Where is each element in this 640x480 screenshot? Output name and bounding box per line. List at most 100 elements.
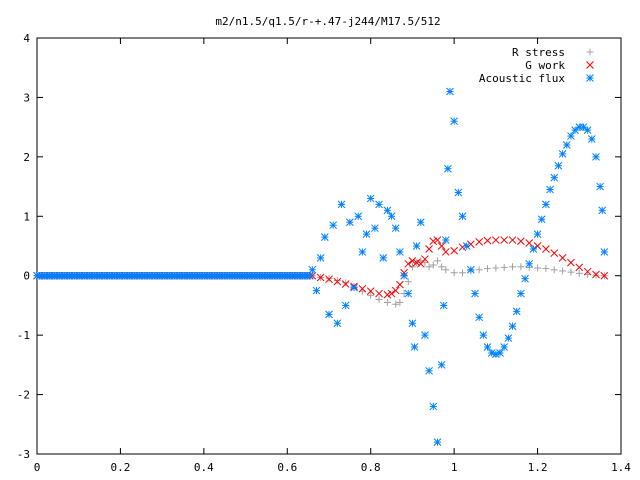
y-tick-label: 3	[23, 91, 30, 104]
x-tick-label: 1.4	[611, 461, 631, 474]
series-g-work	[33, 236, 609, 299]
data-point	[466, 265, 475, 274]
data-point	[400, 271, 408, 280]
data-point	[392, 300, 400, 308]
data-point	[408, 263, 416, 271]
data-point	[517, 237, 525, 246]
data-point	[550, 173, 559, 182]
data-point	[416, 218, 425, 227]
data-point	[421, 331, 429, 339]
axes: 0 0.2 0.4 0.6 0.8 1 1.2 1.4 -3 -2 -1 0 1 2 3 4	[17, 32, 632, 474]
data-point	[508, 236, 517, 244]
data-point	[575, 269, 583, 277]
y-tick-label: -2	[17, 389, 30, 402]
data-point	[333, 277, 342, 286]
data-point	[441, 236, 450, 244]
data-point	[567, 258, 575, 267]
data-point	[379, 254, 388, 262]
data-point	[550, 249, 559, 257]
data-point	[342, 279, 350, 287]
data-point	[558, 254, 567, 262]
data-point	[375, 289, 383, 298]
data-point	[396, 248, 404, 256]
data-point	[316, 273, 325, 282]
x-tick-label: 0.6	[277, 461, 297, 474]
data-point	[387, 212, 396, 221]
data-point	[337, 200, 346, 209]
data-point	[437, 242, 446, 250]
data-point	[366, 287, 375, 296]
data-point	[600, 271, 609, 280]
data-point	[509, 263, 517, 271]
data-point	[567, 132, 575, 140]
plot-frame	[36, 37, 622, 455]
data-point	[320, 233, 329, 241]
data-point	[383, 298, 391, 306]
data-point	[592, 270, 600, 279]
data-point	[433, 257, 441, 265]
data-point	[312, 286, 321, 295]
data-point	[412, 242, 421, 250]
data-point	[396, 280, 404, 289]
data-point	[362, 230, 371, 238]
data-point	[375, 200, 383, 209]
data-point	[425, 245, 433, 253]
data-point	[433, 438, 442, 446]
data-point	[308, 265, 317, 274]
data-point	[492, 264, 500, 272]
data-point	[542, 245, 550, 253]
y-tick-label: 4	[23, 32, 30, 45]
data-point	[333, 276, 341, 284]
data-point	[583, 126, 592, 134]
data-point	[600, 248, 609, 256]
data-point	[479, 331, 488, 339]
data-point	[592, 153, 600, 161]
data-point	[354, 212, 363, 221]
data-point	[521, 274, 529, 283]
data-point	[466, 240, 475, 249]
data-point	[425, 263, 433, 271]
data-point	[512, 307, 521, 316]
data-point	[567, 268, 575, 276]
data-point	[484, 265, 492, 273]
data-point	[517, 263, 525, 271]
x-tick-label: 1.2	[528, 461, 548, 474]
data-point	[558, 150, 567, 158]
data-point	[439, 301, 448, 310]
data-point	[475, 313, 484, 322]
x-tick-label: 0	[34, 461, 41, 474]
data-point	[367, 291, 375, 299]
data-point	[546, 185, 554, 194]
data-point	[475, 237, 484, 246]
data-point	[329, 221, 338, 230]
data-point	[500, 263, 508, 271]
series-acoustic-flux	[33, 87, 609, 446]
data-point	[429, 261, 437, 269]
data-point	[483, 343, 492, 351]
legend-marker	[586, 48, 594, 56]
data-point	[537, 215, 546, 224]
data-point	[441, 248, 450, 256]
data-marks	[33, 87, 609, 446]
data-point	[504, 334, 513, 342]
data-point	[358, 284, 367, 293]
data-point	[462, 242, 471, 250]
data-point	[346, 218, 354, 227]
series-r-stress	[33, 257, 608, 308]
data-point	[542, 200, 550, 209]
data-point	[559, 267, 567, 275]
data-point	[525, 259, 534, 268]
data-point	[391, 286, 400, 295]
data-point	[534, 264, 542, 272]
x-tick-label: 0.8	[361, 461, 381, 474]
baseline-point	[305, 271, 314, 280]
data-point	[366, 194, 375, 203]
y-tick-label: -1	[17, 329, 30, 342]
data-point	[325, 310, 333, 319]
data-point	[500, 343, 509, 351]
data-point	[508, 322, 517, 331]
data-point	[492, 236, 500, 244]
data-point	[554, 161, 563, 170]
